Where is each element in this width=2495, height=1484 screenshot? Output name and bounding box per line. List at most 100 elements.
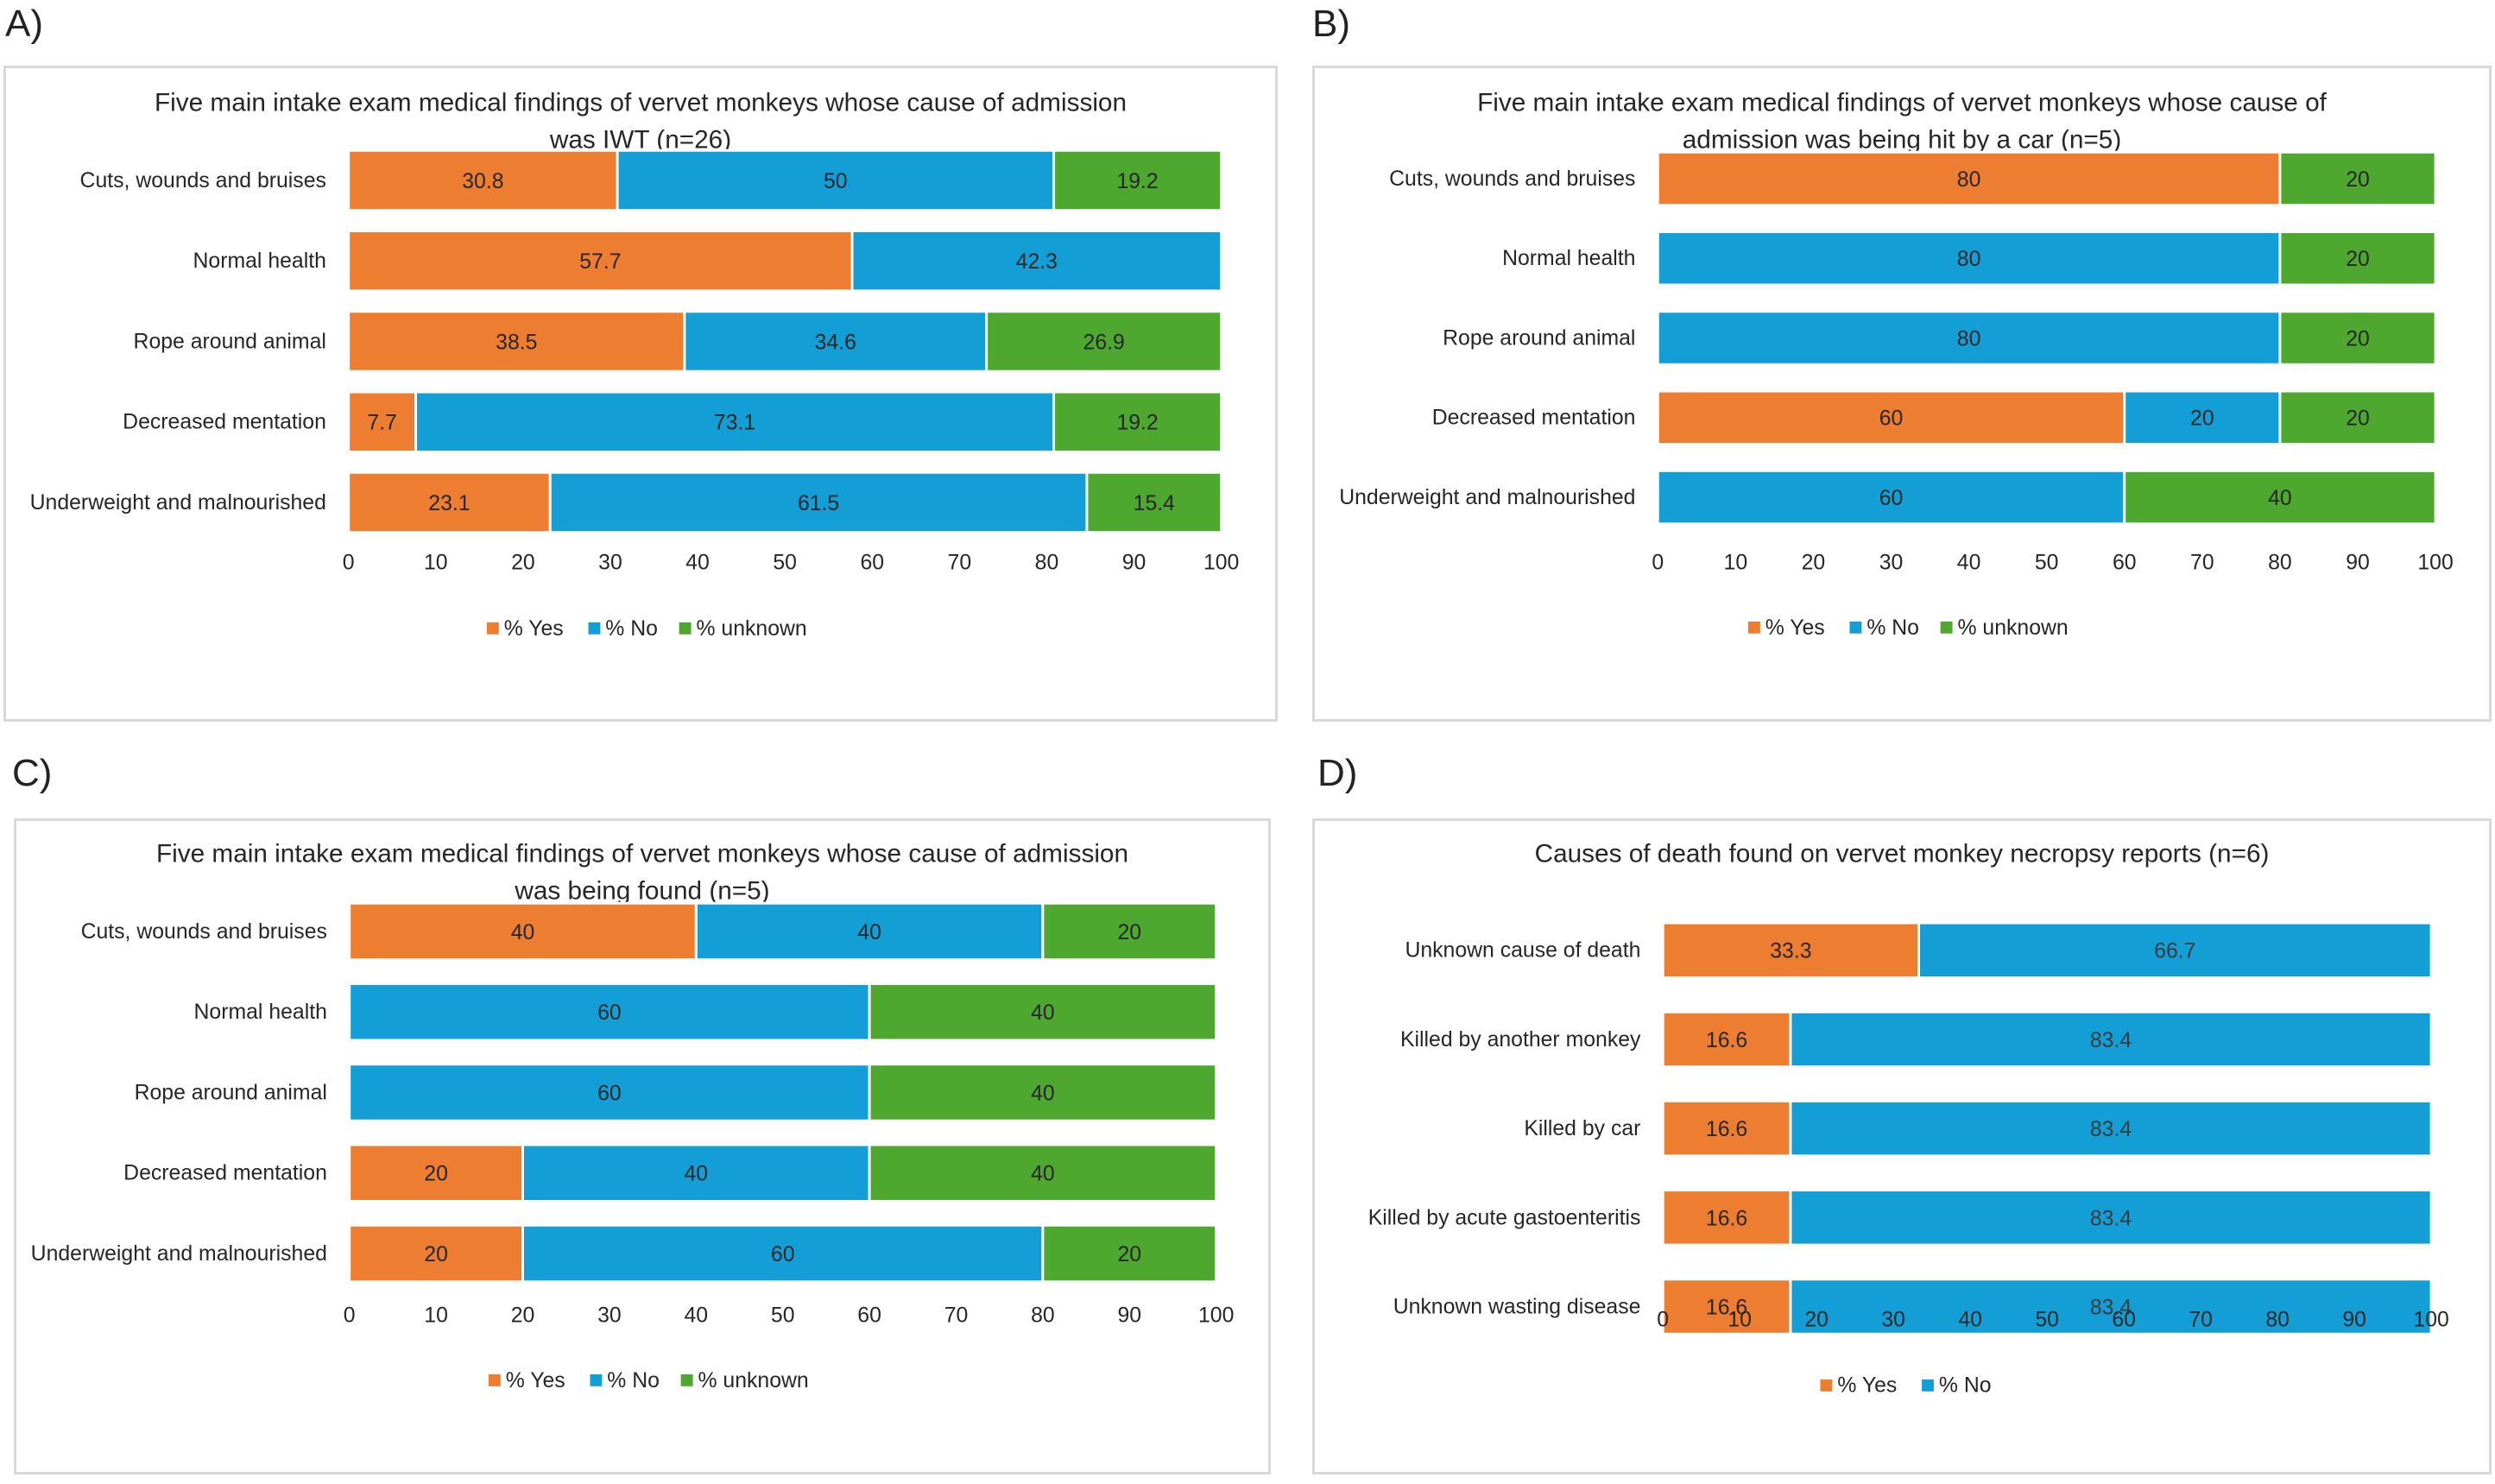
legend-swatch-unknown [680,1373,693,1386]
category-label: Underweight and malnourished [31,1242,327,1266]
bar-segment-no [616,148,1056,212]
category-label: Decreased mentation [123,411,326,434]
bar-segment-unknown [1052,390,1223,453]
x-tick-label: 70 [944,1304,969,1327]
legend-swatch-yes [1747,621,1760,634]
x-tick-label: 60 [857,1304,881,1327]
data-label: 40 [511,921,535,944]
legend-label: % No [607,1369,660,1392]
bar-segment-no [521,1223,1045,1284]
bar-segment-unknown [2278,310,2437,366]
data-label: 20 [1118,921,1142,944]
data-label: 40 [685,1163,709,1186]
x-tick-label: 0 [344,1304,356,1327]
bar-segment-no [1656,230,2282,287]
x-tick-label: 90 [1122,551,1146,574]
bar-segment-unknown [868,1143,1218,1203]
bar-segment-unknown [1041,1223,1218,1284]
chart-title-line: Causes of death found on vervet monkey n… [1535,840,2270,868]
data-label: 20 [2346,327,2370,350]
x-tick-label: 40 [1957,551,1981,574]
x-tick-label: 80 [1035,551,1059,574]
data-label: 80 [1957,168,1981,192]
panel-label-b: B) [1312,3,1350,45]
x-tick-label: 60 [2112,1308,2136,1331]
chart-title-line: admission was being hit by a car (n=5) [1683,125,2121,154]
x-tick-label: 40 [685,551,710,574]
bar-segment-unknown [985,310,1223,373]
bar-segment-yes [1661,1189,1792,1247]
data-label: 16.6 [1706,1207,1747,1230]
chart-found-findings: Five main intake exam medical findings o… [14,818,1271,1475]
x-tick-label: 20 [1804,1308,1829,1331]
data-label: 30.8 [462,170,503,193]
bar-segment-no [1917,921,2433,980]
bar-segment-unknown [1041,901,1218,962]
legend-label: % Yes [504,617,564,641]
data-label: 34.6 [815,331,856,354]
legend-swatch-yes [1820,1379,1833,1392]
bar-segment-unknown [2123,469,2437,526]
bar-segment-yes [1661,1099,1792,1158]
x-tick-label: 80 [1031,1304,1055,1327]
category-label: Rope around animal [135,1081,327,1104]
category-label: Decreased mentation [1432,407,1636,430]
bar-segment-yes [1661,1010,1792,1069]
x-tick-label: 70 [948,551,972,574]
x-tick-label: 60 [2113,551,2137,574]
bar-segment-yes [348,901,698,962]
chart-title-line: was being found (n=5) [514,876,769,905]
data-label: 80 [1957,248,1981,271]
legend-swatch-yes [486,622,499,635]
x-tick-label: 0 [343,551,355,574]
data-label: 40 [2268,487,2292,510]
x-tick-label: 20 [511,1304,535,1327]
legend-swatch-unknown [1940,621,1953,634]
data-label: 60 [597,1001,622,1025]
data-label: 19.2 [1116,412,1158,435]
x-tick-label: 20 [511,551,535,574]
bar-segment-unknown [868,982,1218,1042]
category-label: Unknown wasting disease [1393,1295,1641,1318]
legend-swatch-yes [488,1373,501,1386]
x-tick-label: 70 [2189,1308,2213,1331]
x-tick-label: 10 [424,1304,448,1327]
data-label: 73.1 [714,412,755,435]
data-label: 83.4 [2090,1029,2132,1052]
x-tick-label: 30 [1881,1308,1905,1331]
data-label: 60 [771,1243,795,1266]
data-label: 40 [1031,1001,1055,1025]
data-label: 20 [424,1163,448,1186]
category-label: Normal health [194,1001,327,1024]
legend-label: % No [1939,1374,1992,1398]
bar-segment-no [348,982,871,1042]
bar-segment-no [1656,469,2126,526]
legend-label: % No [1867,616,1919,640]
x-tick-label: 70 [2190,551,2214,574]
chart-causes-of-death: Causes of death found on vervet monkey n… [1312,818,2492,1475]
chart-title-line: Five main intake exam medical findings o… [156,840,1128,868]
data-label: 16.6 [1706,1029,1747,1052]
bar-segment-yes [347,148,619,212]
data-label: 83.4 [2090,1118,2132,1141]
data-label: 38.5 [496,331,537,354]
x-tick-label: 10 [424,551,448,574]
bar-segment-no [414,390,1056,453]
bar-segment-no [548,470,1089,534]
data-label: 83.4 [2090,1207,2132,1230]
category-label: Unknown cause of death [1405,939,1640,963]
x-tick-label: 30 [598,551,622,574]
x-tick-label: 60 [860,551,884,574]
bar-segment-no [348,1063,871,1122]
x-tick-label: 100 [2417,551,2453,574]
legend-label: % unknown [696,617,806,641]
data-label: 15.4 [1134,492,1175,515]
data-label: 16.6 [1706,1296,1747,1319]
chart-title-line: Five main intake exam medical findings o… [155,89,1127,117]
bar-segment-yes [1661,921,1921,980]
legend-label: % Yes [1765,616,1825,640]
x-tick-label: 90 [2346,551,2370,574]
data-label: 20 [424,1243,448,1266]
data-label: 80 [1957,327,1981,350]
x-tick-label: 50 [771,1304,795,1327]
